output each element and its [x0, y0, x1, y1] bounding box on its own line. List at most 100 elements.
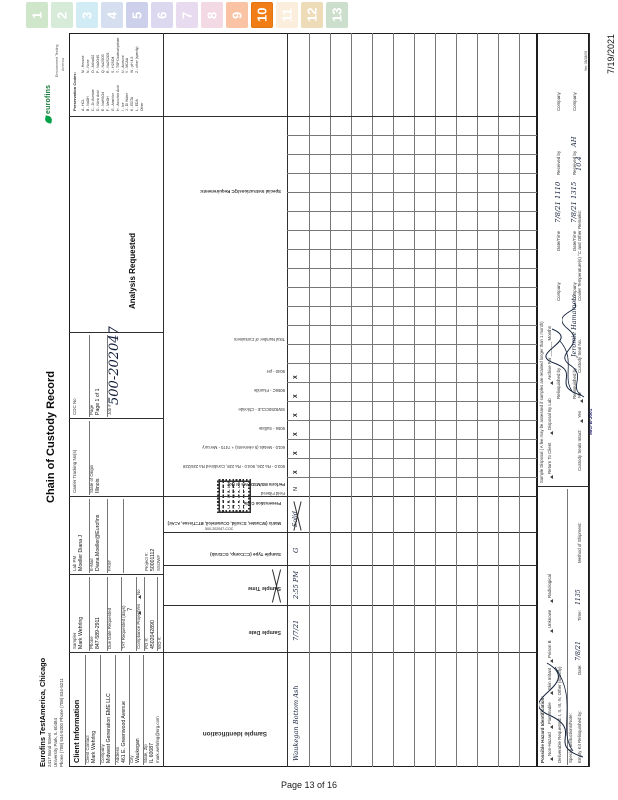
- divider: [163, 33, 164, 497]
- divider: [287, 211, 537, 212]
- analysis-check[interactable]: X: [293, 375, 299, 379]
- divider: [287, 344, 537, 345]
- received-value-2: AH: [570, 136, 578, 147]
- page-tab-6[interactable]: 6: [151, 2, 173, 28]
- page-tab-1[interactable]: 1: [26, 2, 48, 28]
- divider: [69, 652, 163, 653]
- page-tab-label: 7: [179, 11, 195, 19]
- checkbox-icon[interactable]: [550, 431, 553, 435]
- page-tab-label: 12: [304, 7, 320, 23]
- compliance-no[interactable]: No: [136, 589, 141, 595]
- checkbox-icon[interactable]: [550, 629, 553, 633]
- page-tab-12[interactable]: 12: [301, 2, 323, 28]
- fax-label: FAX#: [107, 560, 112, 571]
- page-tab-5[interactable]: 5: [126, 2, 148, 28]
- page-tab-label: 10: [254, 7, 270, 23]
- page-tab-label: 8: [204, 11, 220, 19]
- brand-region: America: [61, 57, 65, 71]
- disposal-option-0[interactable]: Return To Client: [547, 442, 552, 474]
- checkbox-icon[interactable]: [580, 419, 583, 423]
- hazard-option-4[interactable]: Unknown: [547, 609, 552, 628]
- analysis-check[interactable]: X: [293, 413, 299, 417]
- divider: [69, 574, 163, 575]
- seals-yes[interactable]: Yes: [577, 410, 582, 418]
- page-tab-strip[interactable]: 1 2 3 4 5 6 7 8 9 10 11 12 13: [26, 2, 348, 28]
- msmsd-flag[interactable]: N: [293, 487, 299, 491]
- page-tab-label: 11: [279, 8, 295, 22]
- checkbox-icon[interactable]: [550, 599, 553, 603]
- page-value: Page 1 of 1: [95, 388, 101, 415]
- page-tab-11[interactable]: 11: [276, 2, 298, 28]
- hazard-option-5[interactable]: Radiological: [547, 574, 552, 598]
- brand-subtitle: Environment Testing: [55, 44, 59, 78]
- row-divider: [519, 33, 520, 767]
- page-tab-10[interactable]: 10: [251, 2, 273, 28]
- checkbox-icon[interactable]: [138, 611, 141, 615]
- checkbox-icon[interactable]: [550, 475, 553, 479]
- row-divider: [393, 33, 394, 767]
- divider: [287, 230, 537, 231]
- preservation-codes-title: Preservation Codes:: [72, 72, 77, 111]
- cooler-temp-value: 10.4: [575, 156, 583, 171]
- ssow-label: SSOW#: [156, 555, 161, 571]
- divider: [69, 496, 163, 497]
- page-tab-2[interactable]: 2: [51, 2, 73, 28]
- compliance-yes[interactable]: Yes: [136, 603, 141, 611]
- page-tab-8[interactable]: 8: [201, 2, 223, 28]
- analysis-check[interactable]: X: [293, 451, 299, 455]
- sampler-value: Mark Wehrlng: [78, 616, 84, 649]
- analysis-check[interactable]: X: [293, 394, 299, 398]
- row-divider: [372, 33, 373, 767]
- page-tab-label: 3: [79, 11, 95, 19]
- barcode-caption: 500-202047-COC: [205, 527, 234, 531]
- table-row-time: 2:55 PM: [292, 570, 300, 599]
- row-divider: [351, 33, 352, 767]
- row-divider: [456, 33, 457, 767]
- wo-label: WO #:: [157, 636, 162, 649]
- page-tab-4[interactable]: 4: [101, 2, 123, 28]
- divider: [163, 605, 537, 606]
- page-tab-label: 1: [29, 11, 45, 19]
- signature-scribble-1: [545, 328, 581, 396]
- disposal-option-1[interactable]: Disposal By Lab: [547, 398, 552, 430]
- preservation-codes-right: M - Hexane N - None O - AsNaO2 P - Na2O4…: [81, 37, 140, 73]
- checkbox-icon[interactable]: [580, 399, 583, 403]
- analysis-check[interactable]: X: [293, 470, 299, 474]
- kit-time-label: Time:: [577, 610, 582, 621]
- signature-scribble-3: [539, 662, 584, 758]
- divider: [287, 249, 537, 250]
- address-value: 461 E. Greenwood Avenue: [121, 701, 127, 763]
- leaf-icon: [44, 115, 54, 124]
- page-tab-3[interactable]: 3: [76, 2, 98, 28]
- divider: [287, 420, 537, 421]
- client-contact-value: Mark Wehrlng: [91, 730, 97, 763]
- client-email-value: mark.wehrlng@nrg.com: [155, 716, 160, 763]
- divider: [287, 135, 537, 136]
- analysis-check[interactable]: X: [293, 432, 299, 436]
- divider: [123, 499, 124, 573]
- divider: [589, 33, 590, 767]
- row-divider: [414, 33, 415, 767]
- page-tab-9[interactable]: 9: [226, 2, 248, 28]
- page-tab-7[interactable]: 7: [176, 2, 198, 28]
- sampler-phone-value: 847-589-2911: [95, 617, 101, 649]
- page-tab-13[interactable]: 13: [326, 2, 348, 28]
- page-footer: Page 13 of 16: [280, 780, 338, 790]
- tat-label: TAT Requested (days): [121, 605, 126, 649]
- seals-intact-label: Custody Seals Intact:: [577, 429, 582, 472]
- po-value: 4502042890: [150, 620, 156, 649]
- datetime-value-1: 7/8/21 1110: [554, 181, 562, 223]
- job-label: Job #: [107, 404, 112, 415]
- table-row-sample-id: Waukegan Bottom Ash: [292, 685, 300, 761]
- rcompany-label-1: Company: [556, 92, 561, 111]
- form-id: MIG-B-J001: [589, 408, 594, 435]
- divider: [287, 306, 537, 307]
- carrier-tracking-label: Carrier Tracking No(s): [72, 449, 77, 493]
- checkbox-icon[interactable]: [138, 595, 141, 599]
- row-divider: [498, 33, 499, 767]
- divider: [287, 382, 537, 383]
- lab-email-value: Diana.Moeller@Eurofins: [95, 514, 101, 571]
- divider: [537, 486, 589, 487]
